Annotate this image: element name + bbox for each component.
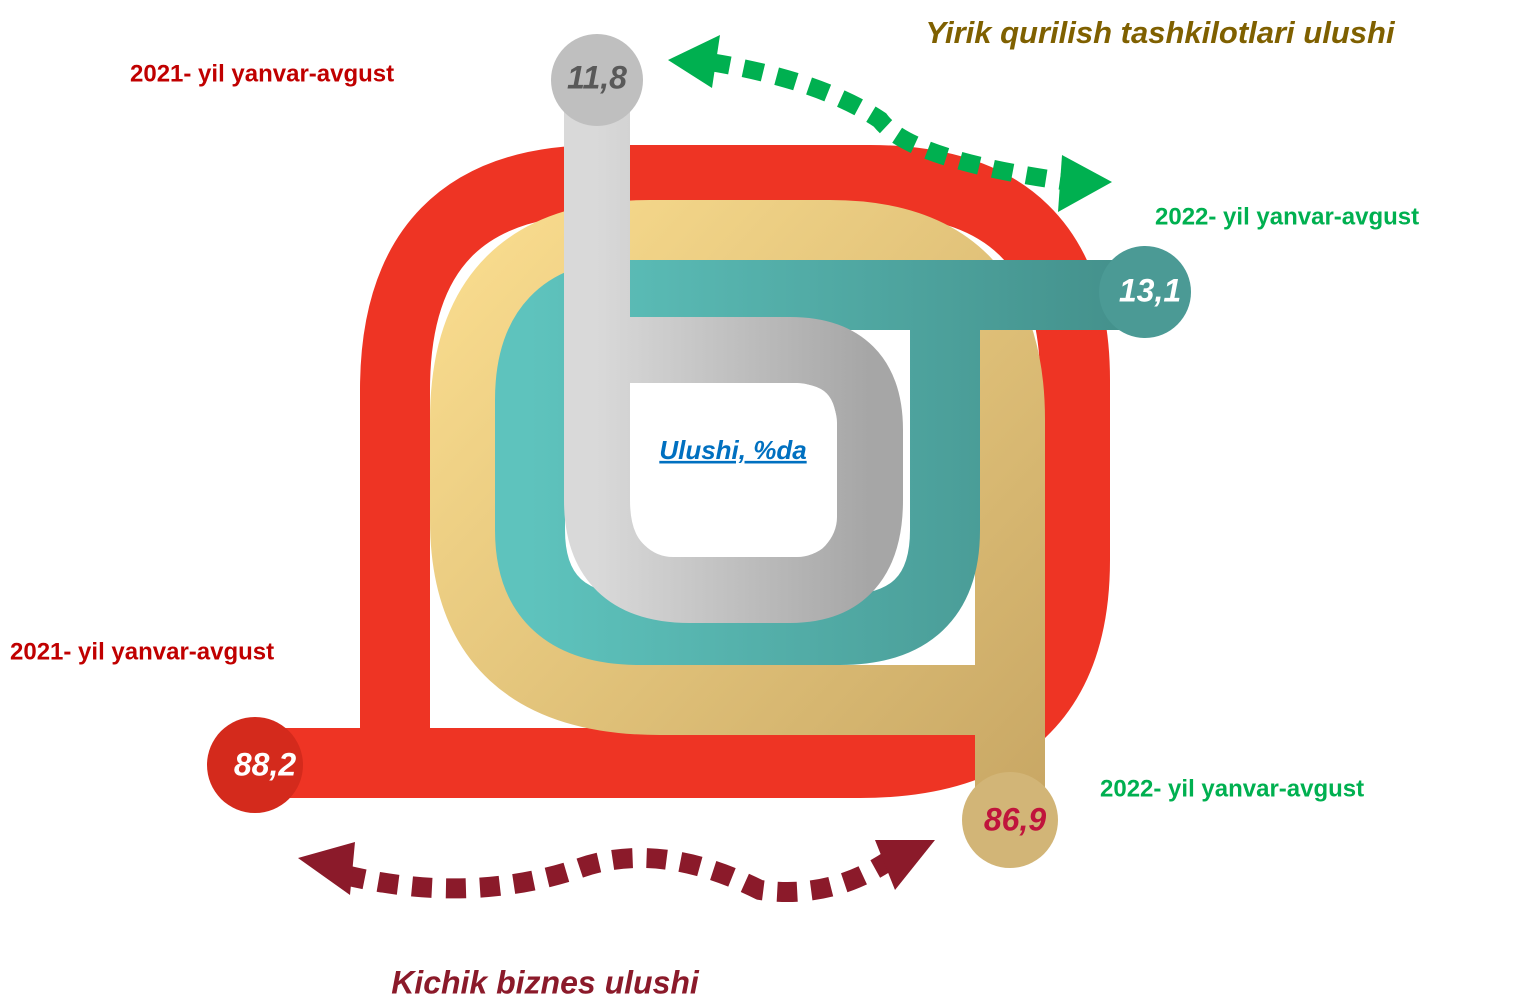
bubble	[207, 717, 303, 813]
value: 13,1	[1119, 272, 1181, 308]
value: 86,9	[984, 801, 1046, 837]
value: 11,8	[567, 59, 627, 95]
value: 88,2	[234, 746, 296, 782]
center-panel	[633, 383, 837, 557]
arrow	[708, 53, 1072, 191]
gray-ribbon	[564, 80, 903, 623]
center-label: Ulushi, %da	[659, 435, 806, 465]
arrowhead	[1058, 155, 1112, 212]
bubble	[551, 34, 643, 126]
label: 2021- yil yanvar-avgust	[130, 60, 394, 87]
bubble	[962, 772, 1058, 868]
label: 2022- yil yanvar-avgust	[1155, 203, 1419, 230]
bubble	[1099, 246, 1191, 338]
teal-ribbon	[495, 260, 1145, 665]
label: 2022- yil yanvar-avgust	[1100, 775, 1364, 802]
arrow	[342, 847, 896, 902]
header-title: Yirik qurilish tashkilotlari ulushi	[925, 15, 1396, 50]
label: 2021- yil yanvar-avgust	[10, 638, 274, 665]
arrowhead	[298, 842, 355, 895]
footer-title: Kichik biznes ulushi	[391, 964, 700, 1000]
arrowhead	[875, 840, 935, 890]
arrowhead	[668, 35, 720, 88]
